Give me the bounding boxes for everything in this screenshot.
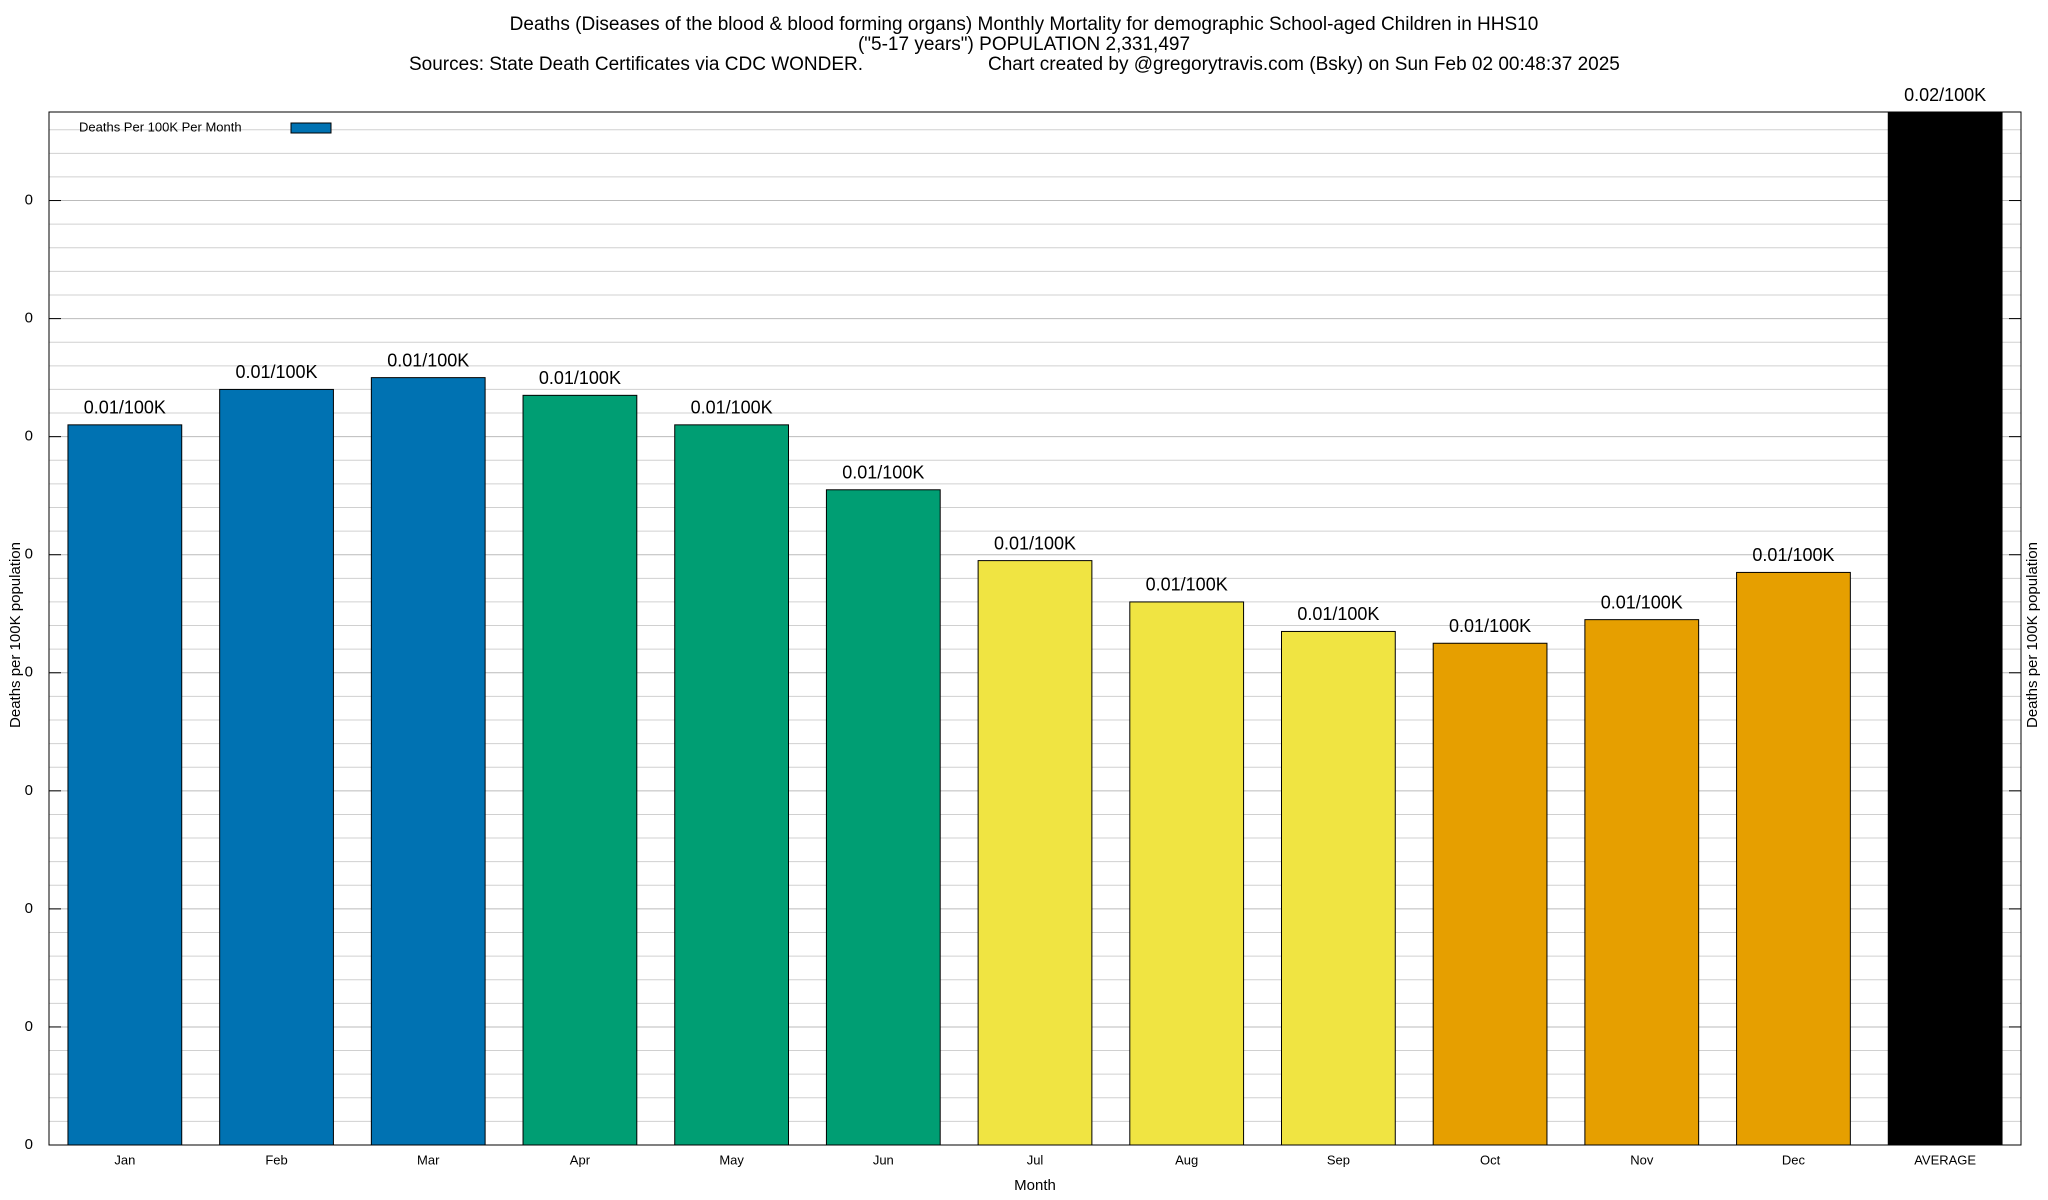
x-tick-label: Apr <box>570 1152 591 1167</box>
x-tick-label: Jun <box>873 1152 894 1167</box>
y-tick-label: 0 <box>25 546 33 563</box>
bar <box>1129 601 1245 1146</box>
x-tick-label: Nov <box>1630 1152 1654 1167</box>
bar <box>1432 642 1548 1146</box>
data-label: 0.01/100K <box>387 350 469 370</box>
x-tick-label: Jan <box>114 1152 135 1167</box>
bar <box>370 377 486 1146</box>
y-tick-label: 0 <box>25 900 33 917</box>
bar <box>977 560 1093 1146</box>
y2-axis-label: Deaths per 100K population <box>2024 542 2041 728</box>
bar <box>522 394 638 1146</box>
y-tick-label: 0 <box>25 192 33 209</box>
plot-frame <box>48 111 2022 1146</box>
data-label: 0.01/100K <box>1752 545 1834 565</box>
data-label: 0.01/100K <box>1601 592 1683 612</box>
data-label: 0.01/100K <box>1449 616 1531 636</box>
y-tick-label: 0 <box>25 1018 33 1035</box>
data-label: 0.01/100K <box>84 398 166 418</box>
bar <box>674 424 790 1146</box>
chart-title: Deaths (Diseases of the blood & blood fo… <box>510 14 1539 35</box>
x-tick-label: May <box>719 1152 744 1167</box>
bar <box>1281 630 1396 1146</box>
y-tick-label: 0 <box>25 782 33 799</box>
data-label: 0.01/100K <box>235 362 317 382</box>
sources: Sources: State Death Certificates via CD… <box>409 54 863 75</box>
x-tick-label: Jul <box>1027 1152 1044 1167</box>
bar <box>1736 571 1851 1146</box>
y-tick-label: 0 <box>25 310 33 327</box>
data-label: 0.01/100K <box>1146 575 1228 595</box>
data-label: 0.01/100K <box>539 368 621 388</box>
y-tick-label: 0 <box>25 428 33 445</box>
data-label: 0.01/100K <box>1297 604 1379 624</box>
bar <box>825 489 941 1146</box>
data-label: 0.01/100K <box>842 463 924 483</box>
x-tick-label: Dec <box>1782 1152 1806 1167</box>
bar <box>1887 111 2003 1146</box>
data-label: 0.01/100K <box>691 398 773 418</box>
chart-subtitle: ("5-17 years") POPULATION 2,331,497 <box>858 34 1190 55</box>
x-axis-label: Month <box>1014 1177 1056 1194</box>
x-tick-label: Feb <box>265 1152 287 1167</box>
legend-swatch <box>290 122 332 134</box>
x-tick-label: Aug <box>1175 1152 1198 1167</box>
credit: Chart created by @gregorytravis.com (Bsk… <box>988 54 1620 75</box>
bar <box>219 388 334 1146</box>
x-tick-label: Mar <box>417 1152 440 1167</box>
data-label: 0.01/100K <box>994 533 1076 553</box>
bar <box>67 424 183 1146</box>
data-label: 0.02/100K <box>1904 85 1986 105</box>
x-tick-label: Sep <box>1327 1152 1350 1167</box>
x-tick-label: AVERAGE <box>1914 1152 1976 1167</box>
y-axis-label: Deaths per 100K population <box>7 542 24 728</box>
legend-label: Deaths Per 100K Per Month <box>79 119 242 134</box>
y-tick-label: 0 <box>25 1136 33 1153</box>
bar <box>1584 619 1700 1146</box>
x-tick-label: Oct <box>1480 1152 1501 1167</box>
y-tick-label: 0 <box>25 664 33 681</box>
